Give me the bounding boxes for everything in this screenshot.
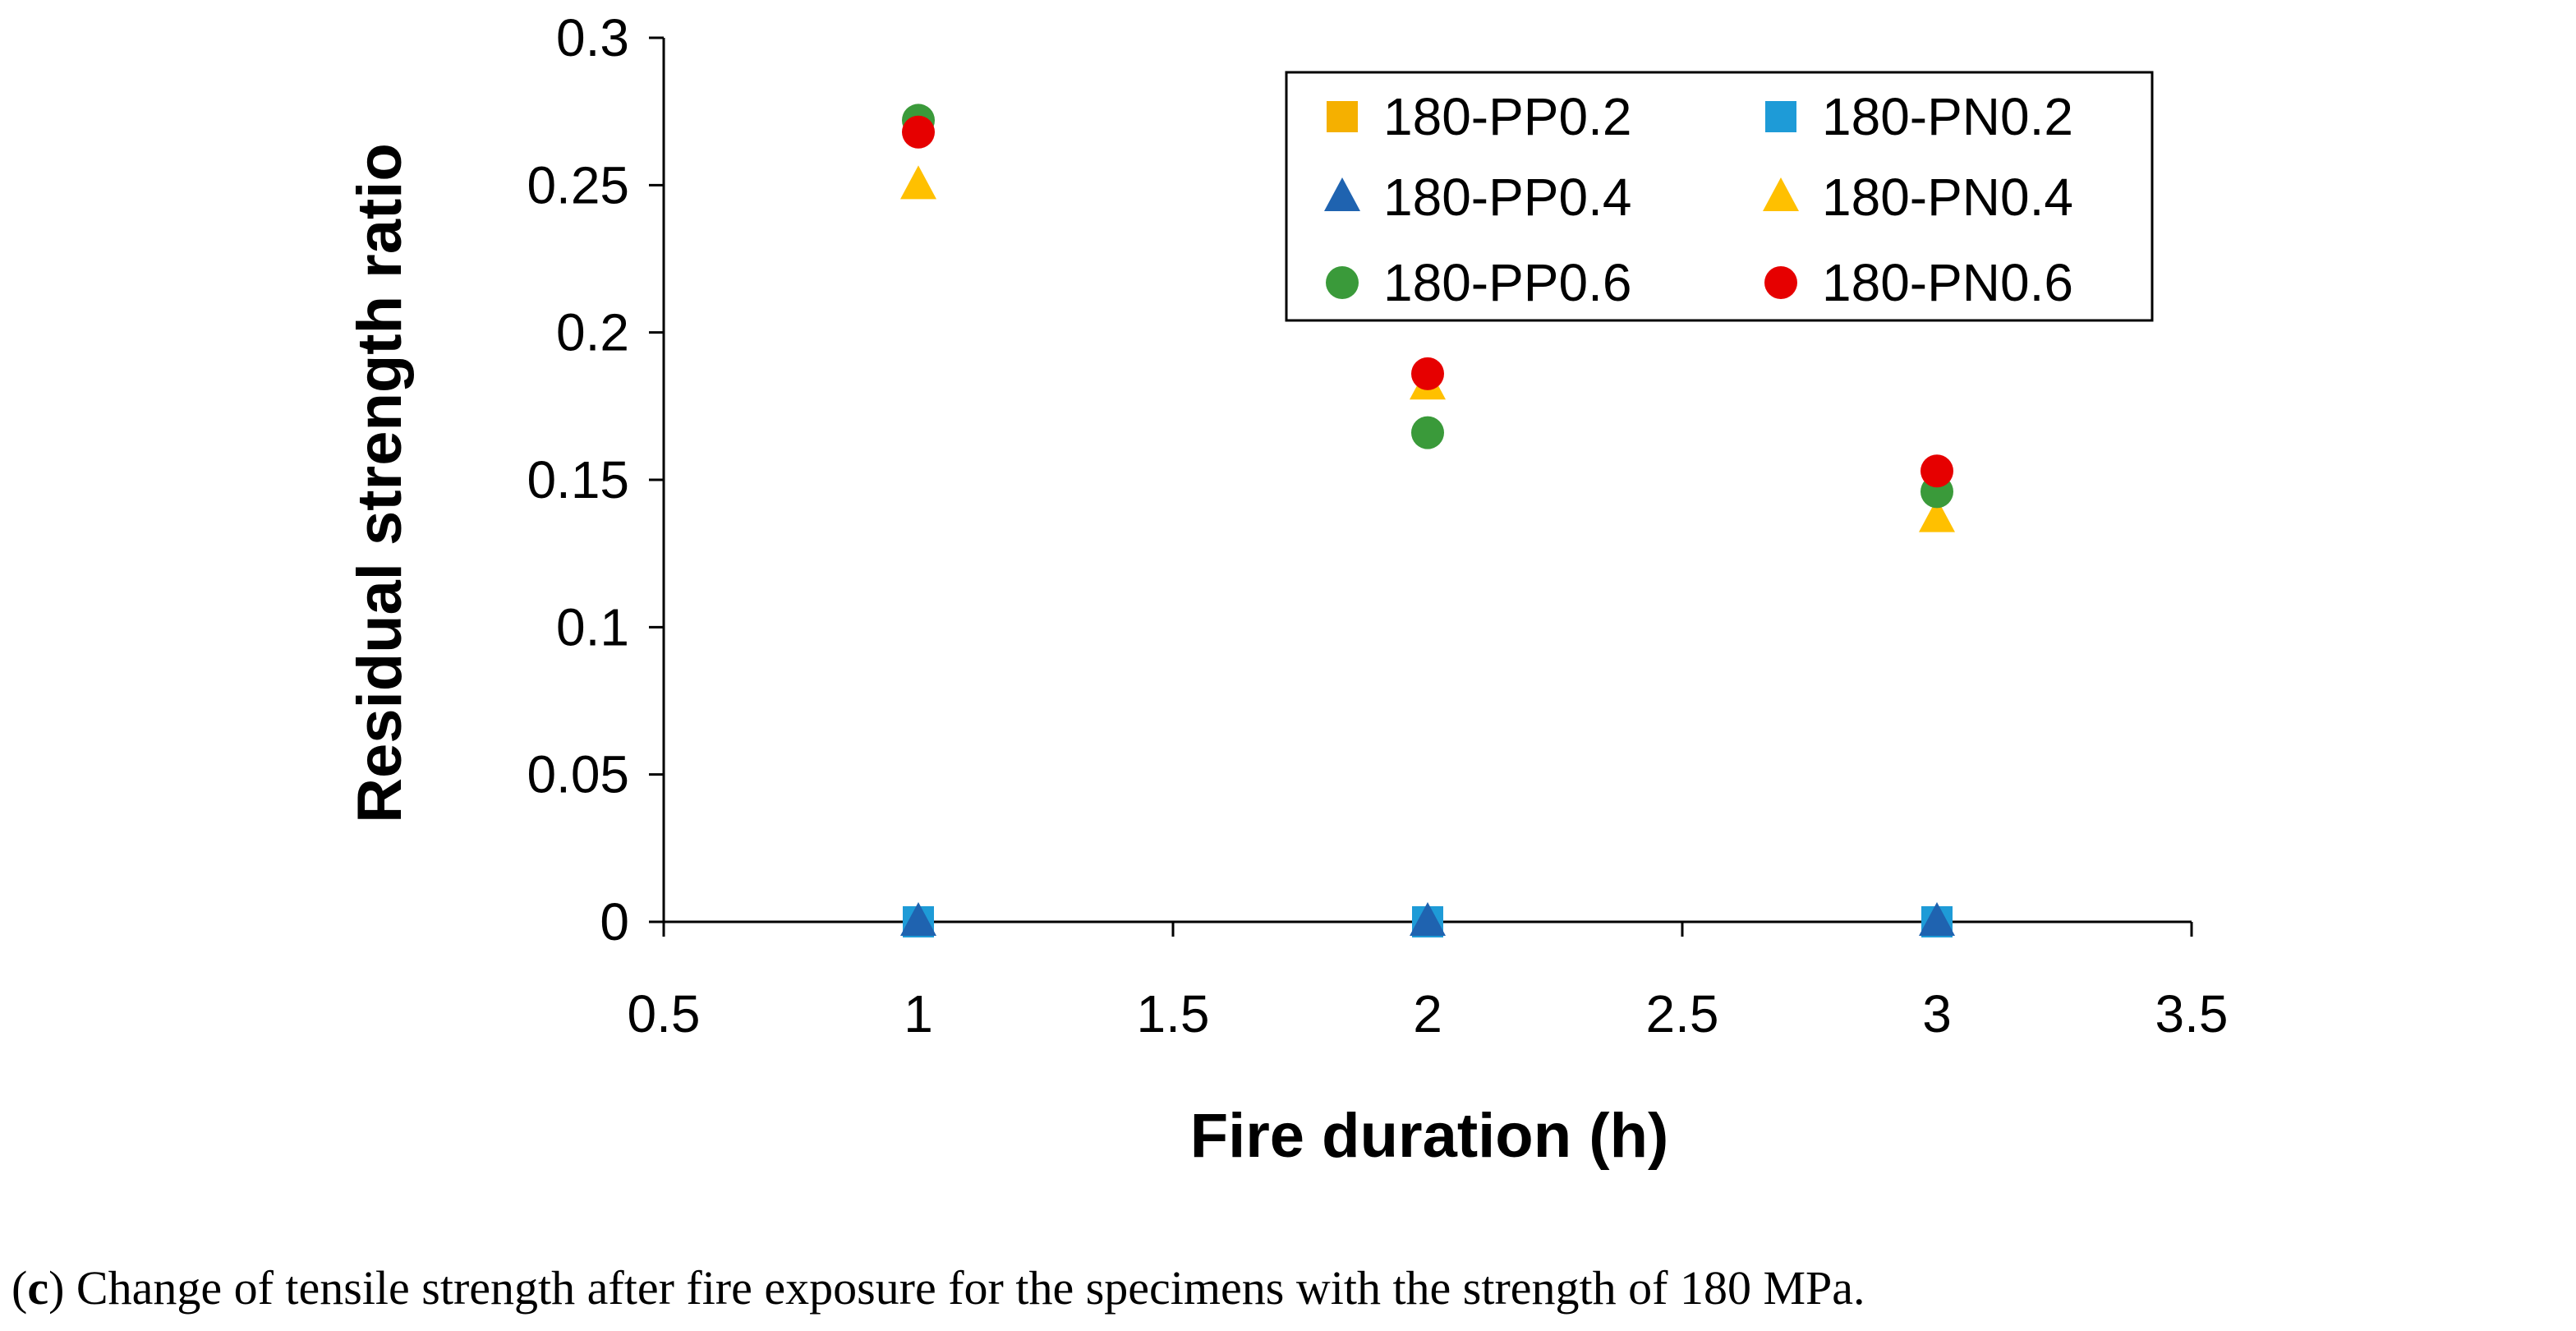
legend-label: 180-PP0.4 — [1383, 168, 1631, 227]
caption-label: c — [27, 1261, 49, 1315]
y-tick-label: 0.3 — [556, 8, 629, 67]
y-tick-label: 0 — [600, 892, 629, 951]
legend-label: 180-PN0.6 — [1822, 253, 2073, 312]
data-point — [900, 902, 936, 936]
data-point — [902, 115, 935, 149]
y-tick-label: 0.2 — [556, 303, 629, 362]
y-tick-label: 0.1 — [556, 597, 629, 656]
legend-marker — [1763, 177, 1799, 211]
legend-label: 180-PP0.6 — [1383, 253, 1631, 312]
x-tick-label: 3 — [1922, 984, 1952, 1043]
legend-item: 180-PP0.6 — [1326, 253, 1631, 312]
data-point — [1410, 902, 1446, 936]
data-point — [1919, 498, 1955, 532]
x-tick-label: 2 — [1413, 984, 1442, 1043]
x-tick-label: 2.5 — [1646, 984, 1719, 1043]
legend-marker — [1324, 177, 1360, 211]
legend-item: 180-PN0.2 — [1765, 87, 2073, 146]
legend-item: 180-PN0.4 — [1763, 168, 2073, 227]
axes: 0 0.05 0.1 0.15 0.2 0.25 0.3 0.5 1 1.5 2 2.5 3 3.5 Fir… — [345, 8, 2228, 1171]
legend-label: 180-PN0.2 — [1822, 87, 2073, 146]
legend-label: 180-PP0.2 — [1383, 87, 1631, 146]
y-tick-label: 0.25 — [527, 155, 629, 214]
series-180-PP0.4 — [900, 902, 1955, 936]
data-points — [900, 104, 1955, 937]
chart: 0 0.05 0.1 0.15 0.2 0.25 0.3 0.5 1 1.5 2 2.5 3 3.5 Fir… — [345, 8, 2228, 1171]
legend: 180-PP0.2 180-PN0.2 180-PP0.4 180-PN0.4 180-… — [1285, 71, 2154, 322]
y-axis-title: Residual strength ratio — [345, 143, 415, 823]
y-tick-label: 0.15 — [527, 450, 629, 509]
legend-item: 180-PP0.4 — [1324, 168, 1631, 227]
series-180-PN0.6 — [902, 115, 1953, 488]
legend-marker — [1764, 266, 1797, 299]
data-point — [900, 165, 936, 200]
legend-marker — [1327, 101, 1358, 132]
legend-box — [1285, 71, 2154, 322]
data-point — [1920, 454, 1953, 488]
x-tick-label: 1.5 — [1137, 984, 1210, 1043]
x-tick-label: 0.5 — [628, 984, 701, 1043]
legend-marker — [1765, 101, 1796, 132]
x-axis-title: Fire duration (h) — [1190, 1101, 1669, 1171]
data-point — [1411, 357, 1444, 390]
figure-caption: (c) Change of tensile strength after fir… — [12, 1261, 1865, 1315]
legend-label: 180-PN0.4 — [1822, 168, 2073, 227]
data-point — [1919, 902, 1955, 936]
caption-text: Change of tensile strength after fire ex… — [76, 1261, 1865, 1315]
data-point — [1411, 416, 1444, 449]
x-tick-label: 3.5 — [2155, 984, 2229, 1043]
legend-marker — [1326, 266, 1359, 299]
x-tick-label: 1 — [904, 984, 933, 1043]
legend-item: 180-PP0.2 — [1327, 87, 1631, 146]
y-tick-label: 0.05 — [527, 745, 629, 804]
legend-item: 180-PN0.6 — [1764, 253, 2073, 312]
